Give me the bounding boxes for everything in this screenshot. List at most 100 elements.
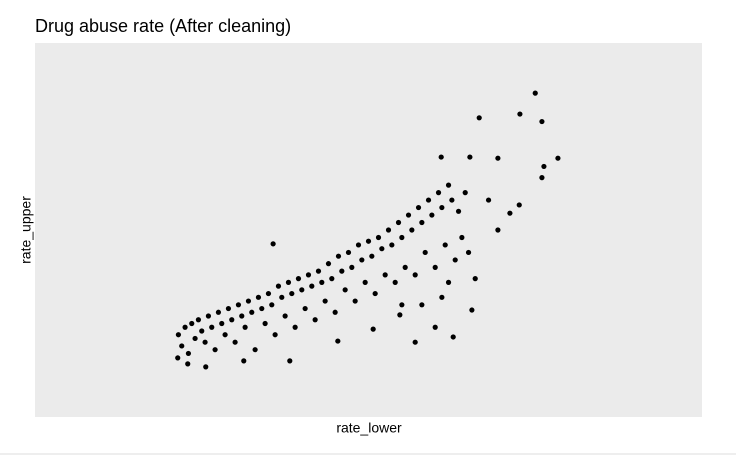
point [372, 290, 378, 297]
point [355, 242, 362, 248]
point [539, 118, 545, 125]
point [289, 290, 295, 297]
point [385, 227, 392, 233]
point [465, 249, 472, 256]
point [265, 290, 272, 297]
point [332, 309, 338, 315]
chart-title: Drug abuse rate (After cleaning) [35, 16, 291, 36]
point [185, 350, 192, 357]
point [419, 219, 425, 226]
point [472, 276, 478, 282]
point [315, 268, 322, 274]
point [455, 208, 462, 214]
point [219, 320, 225, 327]
point [339, 268, 345, 274]
point [379, 246, 385, 252]
point [239, 313, 245, 319]
point [370, 326, 376, 332]
point [245, 298, 252, 304]
y-axis-label: rate_upper [18, 196, 34, 264]
point [439, 294, 445, 300]
point [462, 190, 468, 196]
point [495, 227, 501, 233]
point [439, 204, 445, 211]
point [365, 238, 372, 244]
point [302, 305, 308, 312]
point [212, 347, 218, 353]
x-axis-label: rate_lower [336, 420, 402, 436]
point [539, 175, 545, 181]
point [203, 364, 209, 370]
point [412, 339, 418, 345]
point [202, 339, 208, 345]
plot-panel [35, 43, 702, 417]
point [215, 309, 222, 315]
point [285, 279, 292, 285]
point [182, 324, 188, 330]
point [399, 302, 405, 308]
point [495, 155, 501, 161]
point [205, 313, 212, 319]
point [459, 234, 465, 241]
point [225, 305, 232, 312]
point [319, 279, 325, 285]
point [375, 234, 382, 241]
point [199, 328, 205, 334]
point [362, 279, 368, 285]
point [295, 276, 302, 282]
point [445, 279, 452, 285]
point [195, 317, 202, 323]
point [342, 287, 348, 293]
point [322, 298, 328, 304]
point [402, 264, 408, 270]
point [432, 264, 438, 270]
point [312, 317, 318, 323]
point [335, 253, 342, 259]
point [425, 197, 432, 203]
point [389, 242, 395, 248]
point [299, 287, 305, 293]
point [189, 320, 195, 327]
point [269, 302, 275, 308]
point [275, 283, 282, 289]
point [507, 210, 513, 216]
point [209, 324, 215, 330]
point [192, 335, 198, 342]
point [476, 115, 482, 121]
point [469, 307, 475, 313]
point [175, 332, 182, 338]
point [175, 355, 181, 361]
point [259, 305, 265, 312]
point [541, 163, 547, 170]
point [262, 320, 268, 327]
point [397, 312, 403, 318]
point [412, 272, 418, 278]
point [287, 358, 293, 364]
point [445, 182, 452, 188]
point [467, 154, 473, 160]
point [449, 197, 455, 203]
point [309, 283, 315, 289]
point [532, 90, 538, 96]
point [555, 155, 561, 161]
point [435, 190, 442, 196]
point [235, 302, 242, 308]
point [422, 249, 428, 256]
point [399, 234, 405, 241]
point [179, 343, 185, 349]
point [270, 241, 276, 247]
point [279, 294, 285, 300]
point [409, 227, 415, 233]
point [229, 317, 235, 323]
point [442, 242, 448, 248]
point [516, 202, 522, 208]
point [352, 298, 358, 304]
point [452, 257, 458, 263]
point [241, 358, 247, 364]
point [249, 309, 255, 315]
point [305, 272, 312, 278]
point [329, 276, 335, 282]
point [359, 257, 365, 263]
point [438, 154, 444, 160]
point [292, 324, 298, 330]
